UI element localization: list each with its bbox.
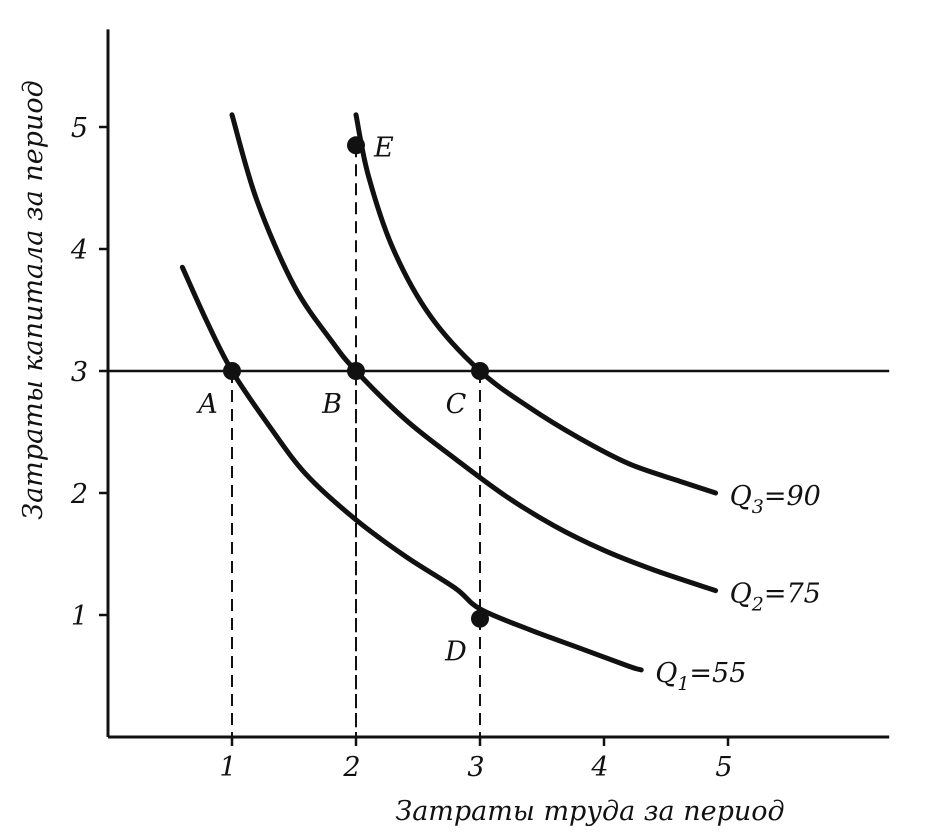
- point-label-a: A: [195, 389, 218, 420]
- guide-lines: [108, 145, 890, 737]
- point-e: [347, 136, 365, 155]
- curve-label-q1: Q1=55: [655, 658, 746, 695]
- curve-label-q3: Q3=90: [730, 481, 821, 518]
- x-tick-label: 1: [219, 752, 236, 783]
- ticks: 1 2 3 4 5 1 2 3 4 5: [70, 113, 733, 783]
- x-tick-label: 4: [590, 752, 608, 783]
- isoquant-curves: Q1=55 Q2=75 Q3=90: [179, 112, 821, 695]
- isoquant-curve-q1: [179, 264, 644, 673]
- y-tick-label: 3: [71, 357, 88, 388]
- x-tick-label: 3: [467, 752, 484, 783]
- y-tick-label: 4: [70, 235, 88, 266]
- x-tick-label: 2: [342, 752, 360, 783]
- y-tick-label: 5: [71, 113, 88, 144]
- point-label-d: D: [444, 637, 467, 668]
- point-c: [471, 362, 489, 380]
- points: A B C D E: [195, 132, 489, 668]
- y-tick-label: 2: [70, 479, 88, 510]
- x-tick-label: 5: [715, 752, 732, 783]
- point-label-b: B: [321, 389, 342, 420]
- point-d: [471, 609, 489, 628]
- point-label-c: C: [446, 389, 467, 420]
- y-axis-title: Затраты капитала за период: [18, 80, 49, 519]
- x-axis-title: Затраты труда за период: [395, 796, 784, 827]
- point-a: [223, 362, 241, 380]
- y-tick-label: 1: [71, 601, 88, 632]
- isoquant-curve-q3: [353, 112, 719, 496]
- isoquant-curve-q2: [229, 112, 719, 594]
- curve-label-q2: Q2=75: [730, 579, 821, 616]
- point-b: [347, 362, 365, 380]
- point-label-e: E: [373, 132, 394, 163]
- axes: [106, 29, 890, 739]
